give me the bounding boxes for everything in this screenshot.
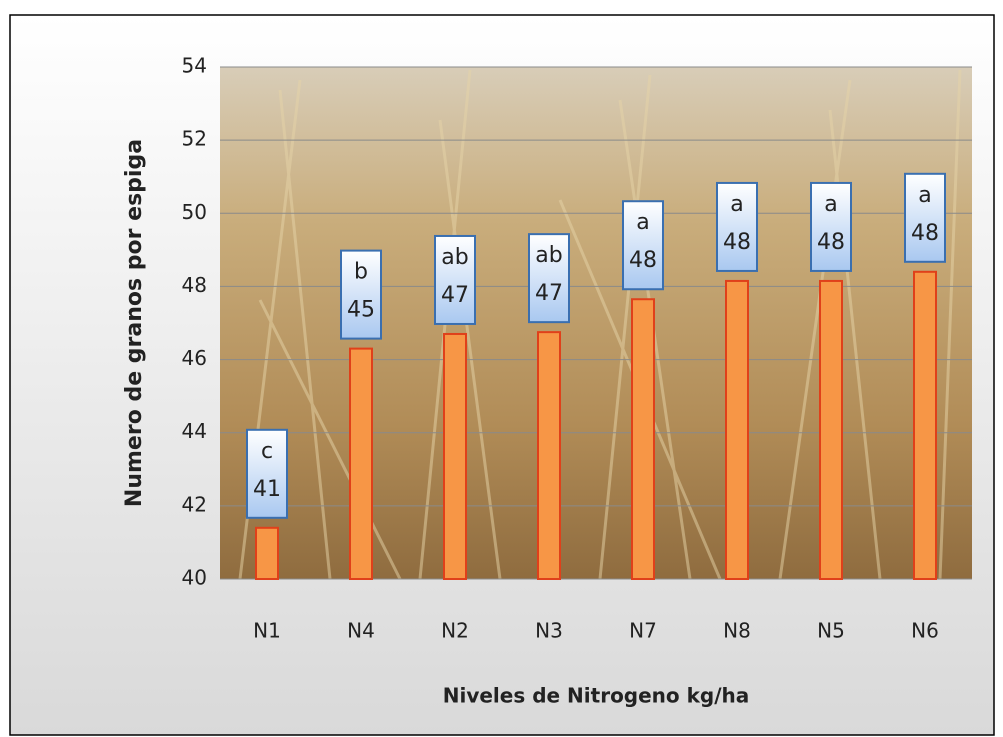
annotation-value: 45 [347, 298, 375, 323]
y-tick-label: 42 [182, 492, 207, 516]
annotation-value: 48 [629, 248, 657, 273]
x-tick-label: N2 [441, 619, 469, 643]
y-tick-label: 46 [182, 346, 207, 370]
annotation-value: 47 [535, 281, 563, 306]
annotation-letter: b [354, 260, 368, 285]
annotation-value: 41 [253, 477, 281, 502]
x-tick-label: N5 [817, 619, 845, 643]
x-tick-label: N7 [629, 619, 657, 643]
annotation-value: 47 [441, 283, 469, 308]
annotation-value: 48 [723, 230, 751, 255]
annotation-value: 48 [911, 221, 939, 246]
annotation-letter: ab [535, 243, 562, 268]
annotation-letter: a [636, 210, 649, 235]
annotation-letter: c [261, 439, 273, 464]
y-tick-label: 50 [182, 200, 207, 224]
bar [444, 334, 466, 579]
annotation-value: 48 [817, 230, 845, 255]
chart: Numero de granos por espiga Niveles de N… [0, 0, 1003, 737]
bar [820, 281, 842, 579]
x-tick-label: N3 [535, 619, 563, 643]
bar [538, 332, 560, 579]
x-tick-label: N8 [723, 619, 751, 643]
bar [632, 299, 654, 579]
y-tick-label: 52 [182, 127, 207, 151]
background-photo [220, 67, 972, 579]
x-tick-label: N6 [911, 619, 939, 643]
y-tick-label: 40 [182, 566, 207, 590]
annotation-letter: a [918, 183, 931, 208]
x-tick-label: N1 [253, 619, 281, 643]
bar [256, 528, 278, 579]
y-tick-label: 44 [182, 419, 207, 443]
x-axis-title: Niveles de Nitrogeno kg/ha [443, 684, 750, 708]
y-axis-title: Numero de granos por espiga [122, 139, 147, 507]
bar [350, 349, 372, 579]
bar [914, 272, 936, 579]
bar [726, 281, 748, 579]
y-tick-label: 48 [182, 273, 207, 297]
x-tick-label: N4 [347, 619, 375, 643]
annotation-letter: a [730, 192, 743, 217]
annotation-letter: ab [441, 245, 468, 270]
y-tick-label: 54 [182, 54, 207, 78]
annotation-letter: a [824, 192, 837, 217]
